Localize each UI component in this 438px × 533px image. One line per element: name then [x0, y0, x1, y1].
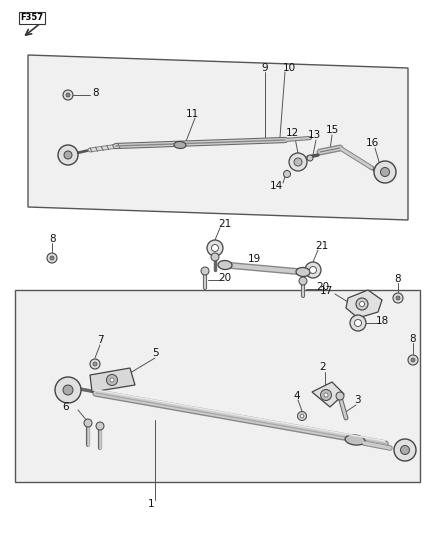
Polygon shape: [346, 290, 382, 318]
Circle shape: [307, 155, 313, 161]
Ellipse shape: [296, 268, 310, 277]
Circle shape: [289, 153, 307, 171]
Circle shape: [381, 167, 389, 176]
Text: 21: 21: [218, 219, 231, 229]
Text: 3: 3: [354, 395, 360, 405]
Text: 1: 1: [148, 499, 155, 509]
Circle shape: [63, 385, 73, 395]
Circle shape: [374, 161, 396, 183]
Circle shape: [110, 378, 114, 382]
Circle shape: [411, 358, 415, 362]
Circle shape: [90, 359, 100, 369]
Text: 18: 18: [376, 316, 389, 326]
Circle shape: [356, 298, 368, 310]
Circle shape: [299, 277, 307, 285]
Text: 5: 5: [152, 348, 159, 358]
Circle shape: [50, 256, 54, 260]
Text: 19: 19: [248, 254, 261, 264]
Text: F357: F357: [21, 13, 43, 22]
Circle shape: [64, 151, 72, 159]
Polygon shape: [15, 290, 420, 482]
Text: 20: 20: [218, 273, 231, 283]
Text: 20: 20: [316, 282, 329, 292]
Circle shape: [396, 296, 400, 300]
Circle shape: [294, 158, 302, 166]
Circle shape: [93, 362, 97, 366]
Circle shape: [354, 319, 361, 327]
Polygon shape: [90, 368, 135, 392]
Circle shape: [106, 375, 117, 385]
Text: 6: 6: [62, 402, 69, 412]
Circle shape: [201, 267, 209, 275]
Text: 7: 7: [97, 335, 104, 345]
Circle shape: [84, 419, 92, 427]
Ellipse shape: [345, 435, 365, 445]
Circle shape: [283, 171, 290, 177]
Text: 9: 9: [261, 63, 268, 73]
Circle shape: [360, 302, 364, 306]
Text: 8: 8: [49, 234, 56, 244]
Text: 10: 10: [283, 63, 296, 73]
Text: 8: 8: [409, 334, 416, 344]
Circle shape: [324, 393, 328, 397]
Text: 8: 8: [92, 88, 99, 98]
Circle shape: [297, 411, 307, 421]
Circle shape: [66, 93, 70, 97]
Text: 4: 4: [293, 391, 300, 401]
Polygon shape: [28, 55, 408, 220]
Text: 21: 21: [315, 241, 328, 251]
Circle shape: [207, 240, 223, 256]
Circle shape: [300, 414, 304, 418]
Circle shape: [305, 262, 321, 278]
Circle shape: [310, 266, 317, 273]
Text: 17: 17: [320, 286, 333, 296]
Circle shape: [63, 90, 73, 100]
Text: 11: 11: [186, 109, 199, 119]
Circle shape: [336, 392, 344, 400]
Text: 15: 15: [326, 125, 339, 135]
Ellipse shape: [174, 141, 186, 149]
Circle shape: [408, 355, 418, 365]
Circle shape: [211, 253, 219, 261]
Circle shape: [393, 293, 403, 303]
Text: 16: 16: [366, 138, 379, 148]
Text: 2: 2: [319, 362, 325, 372]
Text: 14: 14: [270, 181, 283, 191]
Text: 12: 12: [286, 128, 299, 138]
Polygon shape: [312, 382, 344, 407]
Circle shape: [400, 446, 410, 455]
Ellipse shape: [218, 261, 232, 270]
Text: 13: 13: [308, 130, 321, 140]
Circle shape: [321, 390, 332, 400]
Circle shape: [58, 145, 78, 165]
Text: 8: 8: [394, 274, 401, 284]
Circle shape: [96, 422, 104, 430]
Circle shape: [212, 245, 219, 252]
Circle shape: [55, 377, 81, 403]
Circle shape: [350, 315, 366, 331]
Circle shape: [394, 439, 416, 461]
Circle shape: [47, 253, 57, 263]
